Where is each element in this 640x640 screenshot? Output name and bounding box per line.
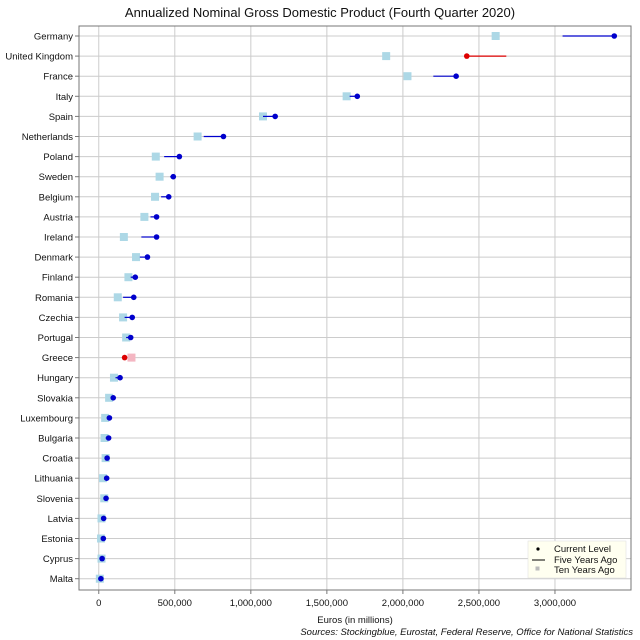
current-level-dot xyxy=(110,395,117,401)
ten-years-ago-marker xyxy=(491,32,500,40)
current-level-dot xyxy=(220,133,227,140)
ten-years-ago-marker xyxy=(113,293,122,302)
legend-five-years-label: Five Years Ago xyxy=(554,555,617,566)
category-label: Bulgaria xyxy=(38,434,74,445)
legend-current-marker xyxy=(536,547,540,551)
x-tick-label: 1,500,000 xyxy=(306,598,348,609)
current-level-dot xyxy=(153,234,160,240)
ten-years-ago-marker xyxy=(127,353,136,362)
current-level-dot xyxy=(463,53,470,59)
ten-years-ago-marker xyxy=(101,413,110,422)
x-axis-label: Euros (in millions) xyxy=(317,615,393,626)
category-label: France xyxy=(43,72,73,83)
current-level-dot xyxy=(170,173,177,180)
x-tick-label: 0 xyxy=(96,598,101,609)
category-label: Belgium xyxy=(39,192,73,203)
ten-years-ago-marker xyxy=(119,313,128,322)
current-level-dot xyxy=(106,415,113,421)
x-tick-label: 2,000,000 xyxy=(382,598,424,609)
current-level-dot xyxy=(130,294,137,301)
current-level-dot xyxy=(127,334,134,341)
current-level-dot xyxy=(98,575,104,582)
category-label: Greece xyxy=(42,353,73,364)
x-tick-label: 2,500,000 xyxy=(458,598,500,609)
x-tick-label: 1,000,000 xyxy=(230,598,272,609)
category-label: Czechia xyxy=(39,313,74,324)
x-tick-label: 3,000,000 xyxy=(534,598,576,609)
category-label: Netherlands xyxy=(22,132,73,143)
ten-years-ago-marker xyxy=(382,52,391,61)
current-level-dot xyxy=(176,153,183,160)
current-level-dot xyxy=(153,214,160,220)
current-level-dot xyxy=(100,515,107,522)
category-label: Germany xyxy=(34,32,73,43)
category-label: Estonia xyxy=(41,534,73,545)
category-label: Denmark xyxy=(34,253,73,264)
ten-years-ago-marker xyxy=(140,212,149,221)
ten-years-ago-marker xyxy=(403,72,412,81)
x-tick-label: 500,000 xyxy=(158,598,192,609)
current-level-dot xyxy=(121,354,128,361)
category-label: Italy xyxy=(56,92,74,103)
current-level-dot xyxy=(105,435,112,441)
category-label: Luxembourg xyxy=(20,413,73,424)
current-level-dot xyxy=(611,33,618,39)
category-label: Finland xyxy=(42,273,73,284)
ten-years-ago-marker xyxy=(119,233,128,241)
category-label: United Kingdom xyxy=(5,52,73,63)
current-level-dot xyxy=(117,374,123,381)
ten-years-ago-marker xyxy=(132,253,141,262)
category-label: Slovenia xyxy=(37,494,74,505)
tick-layer: 0 500,000 1,000,000 1,500,000 2,000,000 2,500… xyxy=(5,32,576,610)
legend-current-label: Current Level xyxy=(554,544,611,555)
ten-years-ago-marker xyxy=(99,474,108,483)
current-level-dot xyxy=(144,254,151,260)
ten-years-ago-marker xyxy=(151,152,160,161)
category-label: Spain xyxy=(49,112,73,123)
current-level-dot xyxy=(354,93,361,100)
ten-years-ago-marker xyxy=(151,192,160,201)
ten-years-ago-marker xyxy=(109,373,118,382)
legend-ten-years-marker xyxy=(535,566,540,571)
current-level-dot xyxy=(99,555,105,562)
current-level-dot xyxy=(453,73,459,79)
legend-ten-years-label: Ten Years Ago xyxy=(554,565,615,576)
current-level-dot xyxy=(103,475,110,482)
chart-title: Annualized Nominal Gross Domestic Produc… xyxy=(125,5,515,20)
category-label: Latvia xyxy=(48,514,74,525)
category-label: Croatia xyxy=(42,454,73,465)
category-label: Poland xyxy=(43,152,73,163)
mark-layer xyxy=(95,32,618,583)
current-level-dot xyxy=(104,455,110,461)
category-label: Cyprus xyxy=(43,554,73,565)
source-note: Sources: Stockingblue, Eurostat, Federal… xyxy=(300,627,633,638)
category-label: Malta xyxy=(50,574,74,585)
ten-years-ago-marker xyxy=(100,434,109,442)
category-label: Ireland xyxy=(44,233,73,244)
category-label: Slovakia xyxy=(37,393,74,404)
current-level-dot xyxy=(132,274,139,281)
ten-years-ago-marker xyxy=(105,393,114,402)
current-level-dot xyxy=(272,113,278,120)
ten-years-ago-marker xyxy=(342,92,351,101)
category-label: Sweden xyxy=(39,172,73,183)
current-level-dot xyxy=(129,314,136,321)
current-level-dot xyxy=(103,495,109,502)
category-label: Austria xyxy=(43,212,73,223)
current-level-dot xyxy=(100,535,107,542)
ten-years-ago-marker xyxy=(193,132,202,141)
category-label: Hungary xyxy=(37,373,73,384)
category-label: Portugal xyxy=(38,333,73,344)
category-label: Romania xyxy=(35,293,74,304)
current-level-dot xyxy=(165,194,172,200)
plot-frame xyxy=(78,25,632,591)
ten-years-ago-marker xyxy=(124,273,133,282)
category-label: Lithuania xyxy=(34,474,73,485)
legend: Current Level Five Years Ago Ten Years A… xyxy=(527,540,627,579)
ten-years-ago-marker xyxy=(155,172,164,181)
